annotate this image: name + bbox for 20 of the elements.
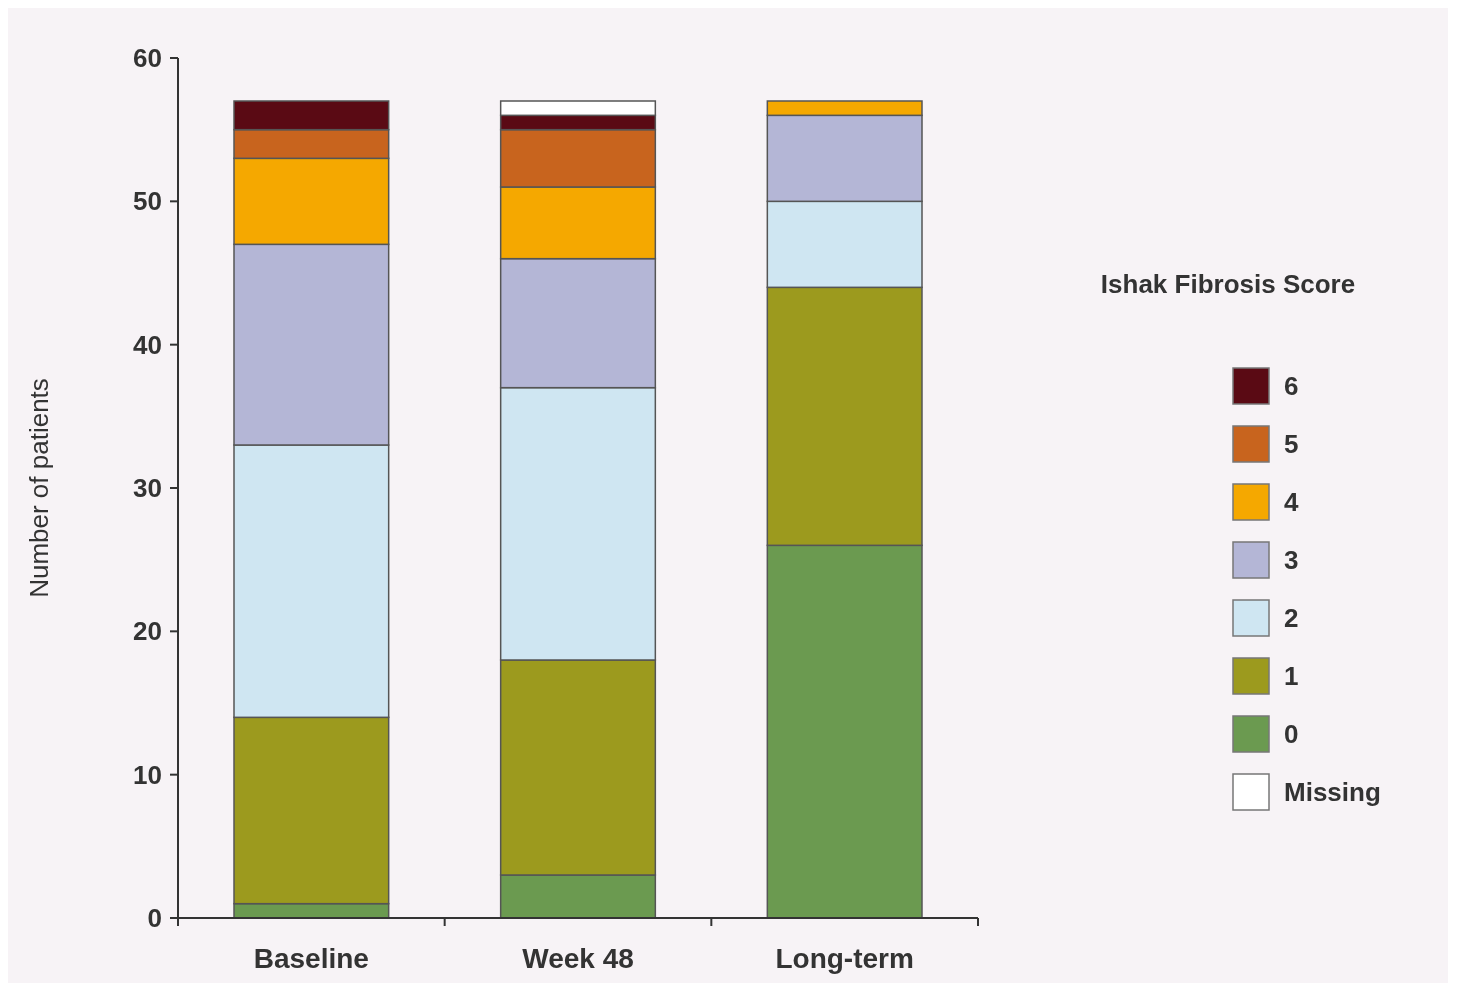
legend-label: 0	[1284, 719, 1299, 750]
legend-label: 6	[1284, 371, 1299, 402]
y-axis-title: Number of patients	[24, 378, 54, 598]
y-tick-label: 10	[133, 759, 162, 790]
y-tick-label: 40	[133, 329, 162, 360]
legend-label: 3	[1284, 545, 1299, 576]
y-tick-label: 60	[133, 43, 162, 74]
y-tick-label: 30	[133, 473, 162, 504]
legend-label: Missing	[1284, 777, 1381, 808]
x-tick-label: Baseline	[253, 943, 369, 974]
legend-label: 2	[1284, 603, 1299, 634]
y-tick-label: 50	[133, 186, 162, 217]
x-tick-label: Week 48	[522, 943, 634, 974]
y-tick-label: 20	[133, 616, 162, 647]
legend-label: 4	[1284, 487, 1299, 518]
legend-label: 1	[1284, 661, 1299, 692]
y-tick-label: 0	[147, 903, 162, 934]
x-tick-label: Long-term	[775, 943, 914, 974]
legend-title: Ishak Fibrosis Score	[1100, 269, 1356, 299]
legend-label: 5	[1284, 429, 1299, 460]
